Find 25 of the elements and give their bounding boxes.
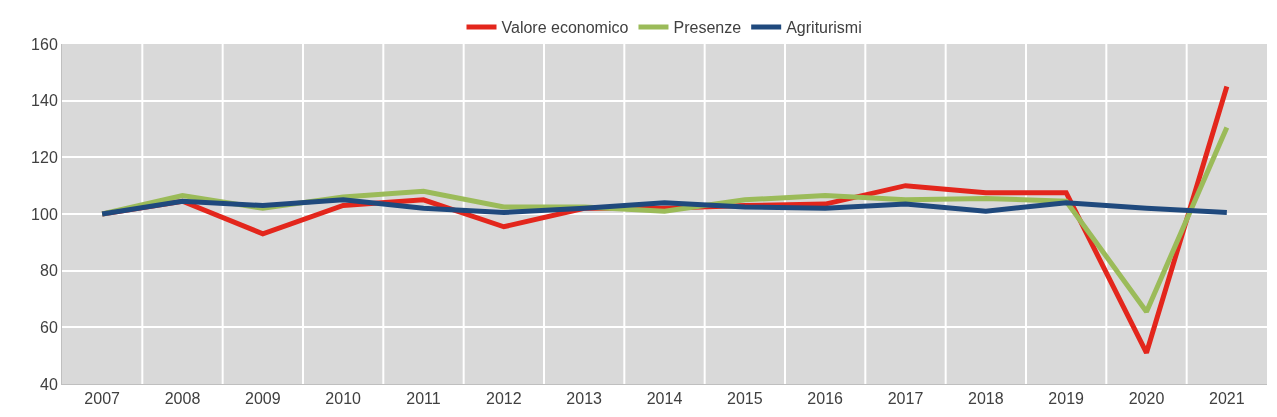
y-tick-label: 120 xyxy=(31,148,58,166)
x-tick-label: 2009 xyxy=(245,390,281,408)
legend-label: Presenze xyxy=(673,19,742,37)
x-tick-label: 2020 xyxy=(1128,390,1165,408)
x-tick-label: 2012 xyxy=(486,390,522,408)
y-tick-label: 80 xyxy=(40,262,58,280)
y-tick-label: 140 xyxy=(31,92,58,110)
x-tick-label: 2013 xyxy=(566,390,603,408)
x-tick-label: 2011 xyxy=(406,390,441,408)
legend-label: Valore economico xyxy=(501,19,629,37)
x-tick-label: 2017 xyxy=(887,390,924,408)
x-tick-label: 2016 xyxy=(807,390,844,408)
x-tick-label: 2018 xyxy=(968,390,1004,408)
x-tick-label: 2015 xyxy=(727,390,763,408)
y-tick-label: 160 xyxy=(31,35,58,53)
y-tick-label: 60 xyxy=(40,318,58,336)
y-tick-label: 100 xyxy=(31,205,58,223)
x-tick-label: 2019 xyxy=(1048,390,1085,408)
y-tick-label: 40 xyxy=(40,375,58,393)
x-tick-label: 2010 xyxy=(325,390,362,408)
x-tick-label: 2021 xyxy=(1209,390,1245,408)
x-tick-label: 2007 xyxy=(84,390,121,408)
x-tick-label: 2008 xyxy=(164,390,201,408)
legend-label: Agriturismi xyxy=(786,19,862,37)
x-tick-label: 2014 xyxy=(646,390,683,408)
